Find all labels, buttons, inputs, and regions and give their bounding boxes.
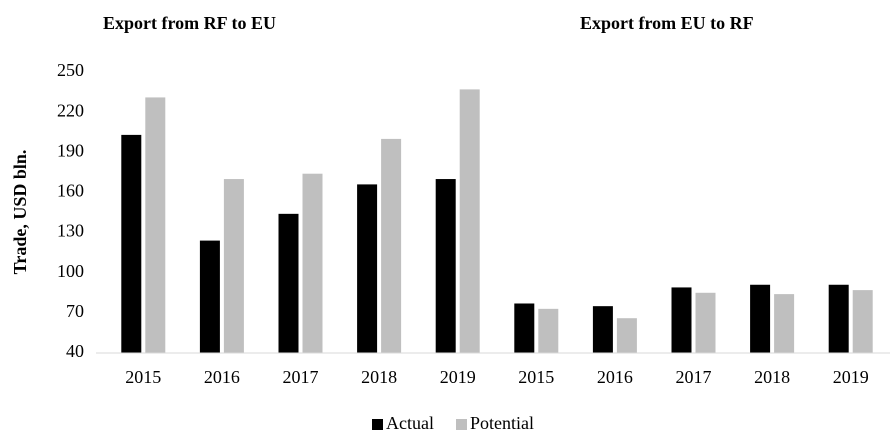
legend-swatch — [372, 419, 383, 430]
bar — [302, 173, 323, 353]
y-tick-label: 250 — [57, 60, 84, 80]
bar — [145, 97, 166, 353]
bar — [121, 134, 142, 353]
x-tick-label: 2015 — [518, 367, 554, 387]
x-tick-label: 2017 — [676, 367, 712, 387]
legend-swatch — [456, 419, 467, 430]
bar — [695, 292, 716, 353]
bar — [592, 306, 613, 353]
y-tick-label: 160 — [57, 181, 84, 201]
bar — [828, 284, 849, 353]
bar — [538, 308, 559, 353]
x-tick-label: 2019 — [833, 367, 869, 387]
x-tick-label: 2017 — [283, 367, 319, 387]
bar — [616, 318, 637, 353]
y-axis-label: Trade, USD bln. — [10, 150, 30, 275]
bar — [774, 294, 795, 353]
x-tick-label: 2016 — [204, 367, 240, 387]
x-tick-label: 2015 — [125, 367, 161, 387]
y-tick-label: 40 — [66, 341, 84, 361]
bar — [199, 240, 220, 353]
group-title: Export from RF to EU — [103, 13, 276, 33]
x-tick-label: 2016 — [597, 367, 633, 387]
legend-label: Potential — [470, 413, 534, 433]
y-tick-label: 130 — [57, 221, 84, 241]
legend-label: Actual — [386, 413, 434, 433]
bar — [357, 184, 378, 353]
x-tick-label: 2018 — [361, 367, 397, 387]
bar — [750, 284, 771, 353]
x-tick-label: 2018 — [754, 367, 790, 387]
y-tick-label: 190 — [57, 140, 84, 160]
bar — [223, 179, 244, 353]
x-tick-label: 2019 — [440, 367, 476, 387]
bar — [278, 213, 299, 353]
bar — [381, 138, 402, 353]
y-tick-label: 220 — [57, 100, 84, 120]
bar — [671, 287, 692, 353]
bar — [459, 89, 480, 354]
bar — [435, 179, 456, 353]
bar — [514, 303, 535, 353]
bar — [852, 290, 873, 353]
group-title: Export from EU to RF — [580, 13, 754, 33]
y-tick-label: 70 — [66, 301, 84, 321]
y-tick-label: 100 — [57, 261, 84, 281]
